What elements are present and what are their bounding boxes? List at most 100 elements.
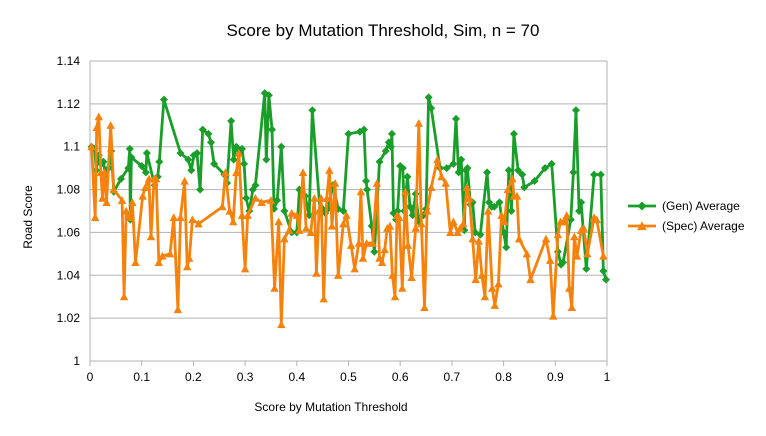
data-point-triangle (151, 174, 161, 183)
data-point-triangle (398, 283, 407, 292)
data-point-triangle (459, 219, 468, 228)
data-point-triangle (180, 176, 189, 185)
data-point-triangle (480, 292, 490, 301)
data-point-triangle (385, 221, 395, 230)
data-point-triangle (441, 178, 450, 187)
data-point-triangle (437, 172, 446, 181)
x-tick-label: 0.4 (288, 370, 305, 384)
data-point-diamond (184, 155, 193, 164)
data-point-diamond (370, 247, 379, 256)
x-tick-label: 0.9 (547, 370, 564, 384)
data-point-triangle (462, 183, 472, 191)
legend-marker-diamond (637, 201, 647, 211)
data-point-triangle (417, 219, 426, 228)
data-point-diamond (344, 129, 353, 138)
legend-marker-triangle (637, 221, 647, 231)
data-point-triangle (468, 234, 477, 243)
data-point-triangle (592, 215, 601, 224)
data-point-triangle (270, 283, 279, 292)
series-group (87, 89, 610, 329)
data-point-diamond (355, 127, 364, 136)
chart-title: Score by Mutation Threshold, Sim, n = 70 (227, 21, 540, 40)
data-point-diamond (577, 198, 586, 207)
data-point-diamond (520, 183, 529, 192)
data-point-triangle (390, 292, 400, 301)
data-point-triangle (488, 283, 497, 292)
data-point-diamond (125, 144, 134, 153)
data-point-triangle (188, 215, 197, 224)
data-point-diamond (137, 162, 146, 170)
data-point-diamond (141, 168, 150, 177)
data-point-triangle (119, 292, 129, 301)
data-point-triangle (327, 221, 337, 230)
data-point-diamond (449, 159, 458, 168)
data-point-triangle (477, 271, 487, 279)
x-tick-label: 0.1 (133, 370, 150, 384)
data-point-triangle (90, 213, 100, 221)
data-point-triangle (169, 213, 178, 221)
data-point-diamond (442, 164, 451, 173)
data-point-triangle (266, 196, 276, 204)
data-point-diamond (393, 207, 402, 215)
data-point-triangle (465, 193, 474, 202)
data-point-triangle (500, 217, 509, 226)
data-point-triangle (562, 211, 571, 219)
data-point-diamond (262, 155, 271, 164)
data-point-triangle (377, 258, 387, 266)
legend-label: (Gen) Average (662, 199, 740, 213)
data-point-triangle (330, 178, 340, 187)
y-tick-label: 1.14 (57, 54, 81, 68)
data-point-diamond (240, 159, 249, 168)
data-point-triangle (306, 228, 315, 236)
data-point-triangle (322, 193, 331, 202)
y-tick-label: 1.06 (57, 225, 81, 239)
data-point-triangle (565, 283, 574, 292)
series-line (90, 91, 608, 281)
x-tick-label: 0.7 (444, 370, 461, 384)
data-point-diamond (408, 211, 417, 220)
data-point-diamond (403, 172, 412, 181)
data-point-diamond (193, 149, 202, 158)
data-point-diamond (251, 181, 260, 190)
data-point-diamond (155, 157, 164, 166)
axes: 1 1.02 1.04 1.06 1.08 1.1 1.12 1.14 0 0.1 0.2 0.3 0.… (57, 54, 611, 384)
data-point-diamond (237, 144, 246, 153)
x-tick-label: 0.3 (237, 370, 254, 384)
data-point-triangle (541, 234, 551, 243)
data-point-diamond (206, 138, 215, 147)
data-point-triangle (232, 168, 241, 176)
data-point-diamond (229, 155, 238, 164)
data-point-triangle (526, 275, 535, 284)
data-point-triangle (218, 202, 227, 211)
data-point-diamond (267, 125, 276, 134)
legend-item: (Gen) Average (628, 199, 740, 213)
gridlines (89, 60, 608, 362)
data-point-diamond (457, 155, 466, 164)
data-point-triangle (599, 251, 608, 260)
data-point-triangle (433, 155, 442, 164)
data-point-triangle (117, 196, 127, 204)
data-point-diamond (571, 106, 580, 115)
data-point-triangle (154, 258, 163, 266)
data-point-diamond (204, 129, 213, 138)
data-point-triangle (94, 112, 103, 121)
data-point-triangle (138, 191, 147, 200)
data-point-triangle (446, 228, 455, 236)
data-point-triangle (339, 219, 348, 228)
data-point-triangle (295, 226, 304, 234)
data-point-diamond (504, 166, 513, 175)
data-point-triangle (483, 206, 493, 215)
data-point-triangle (553, 230, 563, 239)
y-tick-label: 1 (73, 354, 80, 368)
data-point-triangle (403, 241, 413, 249)
data-point-triangle (388, 271, 397, 279)
data-point-diamond (381, 147, 390, 155)
data-point-diamond (601, 275, 610, 284)
data-point-diamond (509, 129, 518, 138)
data-point-diamond (463, 164, 472, 173)
data-point-triangle (312, 268, 321, 277)
data-point-triangle (358, 253, 368, 262)
series-spec-average (87, 112, 608, 329)
data-point-diamond (187, 166, 196, 175)
data-point-diamond (360, 125, 369, 134)
